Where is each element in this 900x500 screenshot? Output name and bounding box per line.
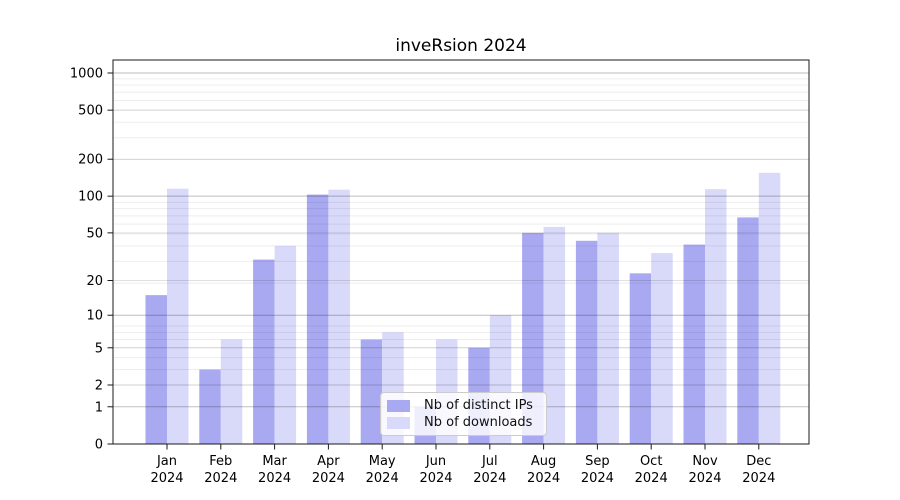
x-tick-label-year: 2024 <box>312 471 345 486</box>
bar-downloads-aug <box>543 226 566 444</box>
y-tick-label: 10 <box>86 309 103 324</box>
bar-distinct-ips-nov <box>683 244 705 444</box>
bar-downloads-oct <box>651 253 673 444</box>
bar-downloads-feb <box>220 339 243 444</box>
bar-distinct-ips-sep <box>575 240 598 444</box>
x-tick-label-year: 2024 <box>150 471 183 486</box>
bar-distinct-ips-mar <box>253 259 275 444</box>
bar-distinct-ips-dec <box>737 217 759 444</box>
legend-label-distinct-ips: Nb of distinct IPs <box>424 398 533 413</box>
x-tick-label-month: Aug <box>531 454 556 469</box>
x-tick-label-year: 2024 <box>635 471 668 486</box>
y-tick-label: 0 <box>95 438 103 453</box>
x-tick-label-year: 2024 <box>742 471 775 486</box>
x-tick-label-month: Sep <box>585 454 610 469</box>
legend-item-distinct-ips: Nb of distinct IPs <box>387 397 538 414</box>
legend-swatch-distinct-ips <box>387 399 410 412</box>
plot-border <box>112 59 810 445</box>
chart-legend: Nb of distinct IPs Nb of downloads <box>380 392 547 436</box>
y-tick-label: 50 <box>86 226 103 241</box>
y-tick-label: 20 <box>86 274 103 289</box>
y-tick-label: 200 <box>78 153 103 168</box>
legend-label-downloads: Nb of downloads <box>424 415 533 430</box>
x-tick-label-year: 2024 <box>688 471 721 486</box>
x-tick-label-month: Oct <box>640 454 662 469</box>
bar-downloads-nov <box>705 189 727 444</box>
y-tick-label: 2 <box>95 379 103 394</box>
y-tick-label: 1 <box>95 400 103 415</box>
y-tick-label: 100 <box>78 190 103 205</box>
bar-downloads-apr <box>328 189 350 444</box>
chart-title: inveRsion 2024 <box>395 36 527 56</box>
x-tick-label-month: Dec <box>746 454 771 469</box>
x-tick-label-month: Jan <box>156 454 177 469</box>
x-tick-label-year: 2024 <box>473 471 506 486</box>
bar-distinct-ips-apr <box>306 194 329 444</box>
bar-downloads-mar <box>274 245 297 444</box>
x-tick-label-year: 2024 <box>419 471 452 486</box>
x-tick-label-year: 2024 <box>581 471 614 486</box>
legend-item-downloads: Nb of downloads <box>387 414 538 431</box>
y-tick-label: 1000 <box>70 67 103 82</box>
x-tick-label-month: May <box>369 454 396 469</box>
y-tick-label: 500 <box>78 104 103 119</box>
x-tick-label-year: 2024 <box>527 471 560 486</box>
x-tick-label-year: 2024 <box>204 471 237 486</box>
x-tick-label-month: Nov <box>692 454 718 469</box>
bar-distinct-ips-may <box>360 339 383 444</box>
legend-swatch-downloads <box>387 416 410 429</box>
bar-distinct-ips-aug <box>522 232 544 444</box>
bar-distinct-ips-jan <box>145 295 167 444</box>
x-tick-label-month: Feb <box>209 454 232 469</box>
bar-downloads-sep <box>597 232 619 444</box>
x-tick-label-month: Apr <box>317 454 340 469</box>
x-tick-label-month: Jun <box>425 454 446 469</box>
bar-distinct-ips-oct <box>629 273 652 444</box>
bar-downloads-dec <box>758 172 781 445</box>
bar-downloads-jan <box>167 188 189 444</box>
x-tick-label-year: 2024 <box>258 471 291 486</box>
x-tick-label-month: Jul <box>481 454 498 469</box>
bar-distinct-ips-feb <box>199 369 221 444</box>
x-tick-label-year: 2024 <box>366 471 399 486</box>
y-tick-label: 5 <box>95 341 103 356</box>
x-tick-label-month: Mar <box>262 454 287 469</box>
